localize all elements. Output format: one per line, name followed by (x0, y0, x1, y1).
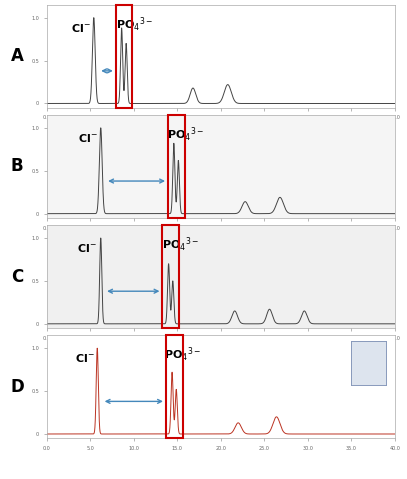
Text: C: C (11, 268, 23, 285)
Text: Cl$^{-}$: Cl$^{-}$ (71, 22, 91, 34)
Text: B: B (11, 158, 24, 175)
Bar (116, 5, 132, 108)
Text: A: A (11, 47, 24, 65)
Bar (168, 115, 185, 218)
Text: D: D (10, 378, 24, 396)
Bar (166, 335, 182, 438)
Text: PO$_4$$^{3-}$: PO$_4$$^{3-}$ (164, 346, 201, 364)
Bar (162, 225, 179, 328)
Text: PO$_4$$^{3-}$: PO$_4$$^{3-}$ (167, 125, 204, 144)
Text: Cl$^{-}$: Cl$^{-}$ (77, 242, 97, 254)
Text: PO$_4$$^{3-}$: PO$_4$$^{3-}$ (162, 236, 199, 254)
Text: Cl$^{-}$: Cl$^{-}$ (78, 132, 98, 144)
Text: PO$_4$$^{3-}$: PO$_4$$^{3-}$ (116, 15, 153, 34)
Text: Cl$^{-}$: Cl$^{-}$ (75, 353, 95, 365)
